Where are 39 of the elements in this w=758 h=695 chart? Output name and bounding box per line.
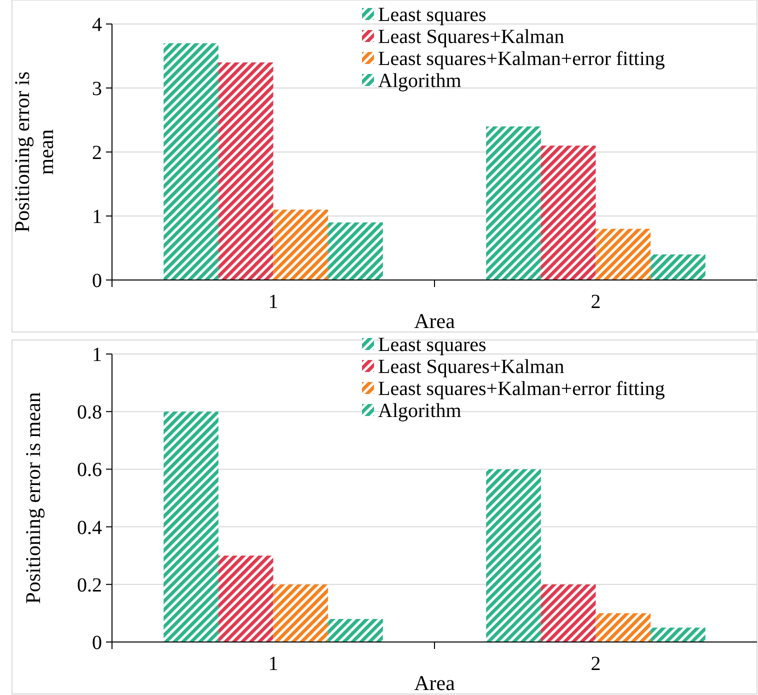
y-axis-title: Positioning error is mean	[21, 392, 45, 604]
bar	[650, 254, 706, 280]
legend-label: Least squares+Kalman+error fitting	[378, 48, 665, 70]
x-axis-title: Area	[414, 309, 456, 333]
bar	[218, 62, 274, 280]
bar	[540, 584, 596, 642]
x-axis-title: Area	[414, 671, 456, 695]
bar	[328, 618, 383, 642]
y-tick-label: 1	[92, 344, 102, 366]
legend-label: Algorithm	[378, 400, 462, 422]
y-tick-label: 0.2	[77, 574, 102, 596]
y-tick-label: 0.8	[77, 402, 102, 424]
bar	[328, 222, 383, 280]
y-tick-label: 0	[92, 270, 102, 292]
legend-label: Least Squares+Kalman	[378, 356, 564, 378]
legend-label: Least squares	[378, 4, 487, 26]
y-tick-label: 4	[92, 14, 102, 36]
bar	[164, 412, 218, 642]
bar	[164, 43, 218, 280]
bar	[540, 146, 596, 280]
y-tick-label: 0.6	[77, 459, 102, 482]
legend-label: Least squares+Kalman+error fitting	[378, 378, 665, 400]
legend-label: Least squares	[378, 334, 487, 356]
y-tick-label: 0	[92, 632, 102, 654]
bar	[596, 613, 651, 642]
bar	[650, 628, 706, 642]
y-axis-title: Positioning error is mean	[10, 72, 58, 232]
bar	[486, 126, 541, 280]
y-tick-label: 3	[92, 78, 102, 100]
bar	[486, 469, 541, 642]
legend-label: Algorithm	[378, 70, 462, 92]
bar	[273, 584, 328, 642]
legend-label: Least Squares+Kalman	[378, 26, 564, 48]
bar	[596, 228, 651, 280]
y-tick-label: 1	[92, 206, 102, 228]
y-tick-label: 0.4	[77, 516, 102, 539]
bar	[218, 556, 274, 642]
bar	[273, 210, 328, 280]
y-tick-label: 2	[92, 142, 102, 164]
